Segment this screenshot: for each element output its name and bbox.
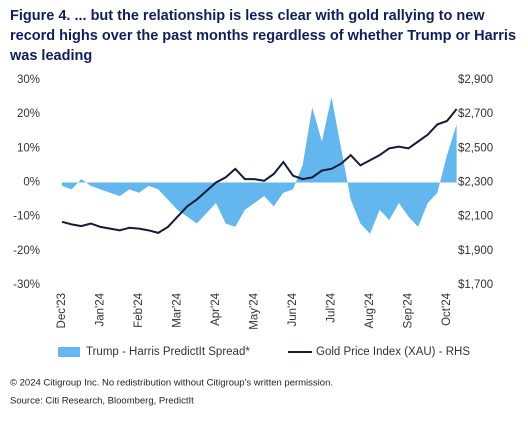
copyright: © 2024 Citigroup Inc. No redistribution … — [10, 378, 333, 389]
y-tick-label: 0% — [23, 177, 40, 189]
x-tick-label: Jun'24 — [287, 292, 299, 326]
x-tick-label: Aug'24 — [364, 292, 376, 328]
y-tick-label: -30% — [13, 279, 40, 291]
y-tick-label: -20% — [13, 245, 40, 257]
y-tick-label: 30% — [17, 74, 40, 86]
y2-tick-label: $2,300 — [458, 177, 493, 189]
spread-area — [62, 97, 457, 234]
source: Source: Citi Research, Bloomberg, Predic… — [10, 396, 194, 407]
chart-title: Figure 4. ... but the relationship is le… — [10, 8, 517, 64]
x-tick-label: Mar'24 — [172, 292, 184, 327]
gold-line — [61, 108, 458, 234]
y-tick-label: 20% — [17, 108, 40, 120]
y2-tick-label: $1,900 — [458, 245, 493, 257]
x-tick-label: Dec'23 — [56, 293, 68, 328]
y2-tick-label: $2,500 — [458, 142, 493, 154]
x-tick-label: Feb'24 — [133, 292, 145, 327]
legend-label: Gold Price Index (XAU) - RHS — [316, 346, 470, 358]
legend-label: Trump - Harris PredictIt Spread* — [86, 346, 250, 358]
x-tick-label: Oct'24 — [441, 292, 453, 325]
x-tick-label: Jul'24 — [326, 292, 338, 322]
y2-tick-label: $2,700 — [458, 108, 493, 120]
x-tick-label: Jan'24 — [95, 292, 107, 326]
y-tick-label: -10% — [13, 211, 40, 223]
x-tick-label: Sep'24 — [403, 292, 415, 328]
y2-tick-label: $2,900 — [458, 74, 493, 86]
x-tick-label: May'24 — [249, 292, 261, 329]
y-tick-label: 10% — [17, 142, 40, 154]
y2-tick-label: $1,700 — [458, 279, 493, 291]
y2-tick-label: $2,100 — [458, 211, 493, 223]
x-tick-label: Apr'24 — [210, 292, 222, 325]
legend-swatch — [58, 347, 80, 357]
